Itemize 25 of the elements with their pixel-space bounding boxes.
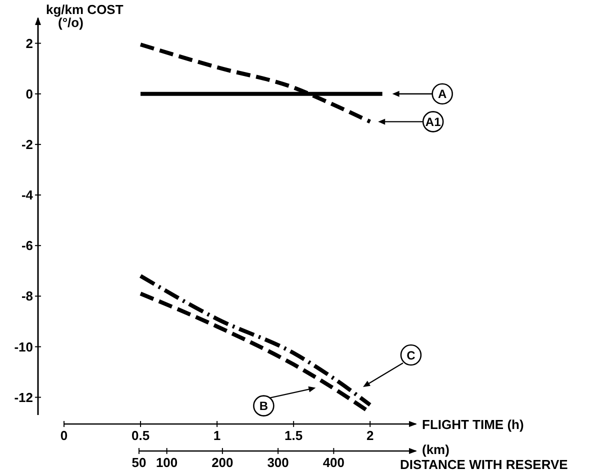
legend-label: A1 [425, 114, 442, 129]
y-tick-label: -8 [21, 288, 33, 304]
text: C [406, 348, 416, 362]
x2-tick-label: 100 [156, 455, 178, 470]
x2-tick-label: 400 [322, 455, 345, 470]
x-tick-label: 0.5 [131, 428, 150, 443]
y-axis-title: kg/km COST (°/o) [46, 2, 124, 30]
y-tick-label: 0 [26, 86, 33, 102]
x-tick-label: 0 [60, 428, 68, 443]
x-tick-label: 2 [366, 428, 374, 443]
x2-axis-title: (km) DISTANCE WITH RESERVE [400, 442, 568, 472]
y-tick-label: -12 [14, 390, 33, 405]
x-tick-label: 1 [213, 428, 221, 443]
y-tick-label: -6 [21, 238, 33, 254]
x2-tick-label: 300 [267, 455, 289, 470]
x2-tick-label: 200 [212, 455, 234, 470]
y-tick-label: -4 [21, 188, 34, 203]
y-tick-label: -10 [14, 339, 33, 354]
x-tick-label: 1.5 [284, 428, 303, 443]
y-tick-label: -2 [21, 136, 33, 152]
legend-label: A [438, 87, 447, 102]
y-tick-label: 2 [26, 36, 33, 51]
x-axis-title: FLIGHT TIME (h) [422, 417, 524, 432]
text: B [259, 399, 268, 414]
x2-tick-label: 50 [132, 455, 146, 470]
